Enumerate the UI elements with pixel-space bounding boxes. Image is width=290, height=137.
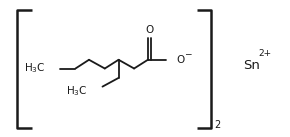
Text: H$_3$C: H$_3$C xyxy=(24,62,46,75)
Text: 2: 2 xyxy=(214,119,220,129)
Text: O: O xyxy=(145,25,153,35)
Text: 2+: 2+ xyxy=(258,49,271,58)
Text: H$_3$C: H$_3$C xyxy=(66,84,88,98)
Text: O: O xyxy=(177,55,185,65)
Text: $-$: $-$ xyxy=(184,48,192,57)
Text: Sn: Sn xyxy=(243,59,260,72)
